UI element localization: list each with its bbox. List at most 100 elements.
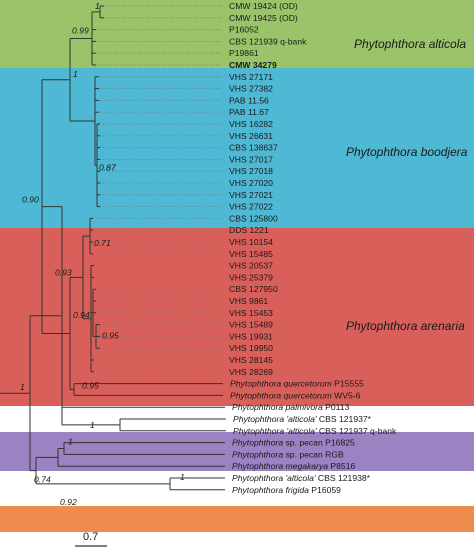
leaf-label-part: VHS 15489	[229, 320, 273, 330]
leaf-label: VHS 27020	[229, 178, 273, 188]
leaf-label: VHS 19931	[229, 331, 273, 341]
leaf-label-part: VHS 27382	[229, 84, 273, 94]
leaf-label: Phytophthora sp. pecan RGB	[232, 449, 344, 459]
leaf-label: VHS 15485	[229, 249, 273, 259]
leaf-label: VHS 16282	[229, 119, 273, 129]
leaf-label-part: CMW 19425 (OD)	[229, 13, 298, 23]
boodjera-band	[0, 68, 474, 228]
leaf-label: VHS 19950	[229, 343, 273, 353]
leaf-label: VHS 27021	[229, 190, 273, 200]
leaf-label-part: CMW 34279	[229, 60, 277, 70]
frigida-band	[0, 506, 474, 532]
leaf-label: CMW 19424 (OD)	[229, 1, 298, 11]
leaf-label-part: VHS 27022	[229, 202, 273, 212]
leaf-label: P16052	[229, 25, 259, 35]
leaf-label: Phytophthora 'alticola' CBS 121937*	[233, 414, 372, 424]
leaf-label-part: VHS 16282	[229, 119, 273, 129]
leaf-label: CBS 125800	[229, 213, 278, 223]
arenaria-band	[0, 228, 474, 406]
leaf-label: VHS 15489	[229, 320, 273, 330]
leaf-label-part: WV5-6	[332, 390, 361, 400]
leaf-label-part: VHS 27018	[229, 166, 273, 176]
leaf-label: Phytophthora megakarya P8516	[232, 461, 355, 471]
leaf-label-part: VHS 20537	[229, 261, 273, 271]
leaf-label: Phytophthora palmivora P0113	[232, 402, 350, 412]
leaf-label-part: CBS 121938*	[316, 473, 371, 483]
leaf-label-part: VHS 9861	[229, 296, 268, 306]
leaf-label-part: CBS 138637	[229, 143, 278, 153]
leaf-label-part: CBS 121937 q-bank	[317, 426, 397, 436]
leaf-label-part: VHS 19950	[229, 343, 273, 353]
leaf-label-part: P19861	[229, 48, 259, 58]
support-value: 0.93	[55, 267, 72, 277]
support-value: 1	[20, 382, 25, 392]
support-value: 0.94	[73, 310, 90, 320]
leaf-label-part: Phytophthora 'alticola'	[233, 426, 317, 436]
support-value: 0.87	[99, 162, 117, 172]
leaf-label-part: Phytophthora	[232, 438, 283, 448]
leaf-label-part: CBS 121937*	[317, 414, 372, 424]
leaf-label-part: Phytophthora quercetorum	[230, 379, 332, 389]
leaf-label: CBS 138637	[229, 143, 278, 153]
leaf-label-part: VHS 10154	[229, 237, 273, 247]
support-value: 1	[95, 1, 100, 11]
support-value: 1	[180, 472, 185, 482]
leaf-label: VHS 28269	[229, 367, 273, 377]
leaf-label: CBS 127950	[229, 284, 278, 294]
leaf-label-part: CBS 127950	[229, 284, 278, 294]
support-value: 0.95	[102, 330, 119, 340]
support-value: 0.92	[60, 497, 77, 507]
leaf-label: VHS 27018	[229, 166, 273, 176]
clade-label-alticola: Phytophthora alticola	[354, 37, 466, 51]
leaf-label-part: VHS 26631	[229, 131, 273, 141]
leaf-label: VHS 10154	[229, 237, 273, 247]
leaf-label: Phytophthora quercetorum P15555	[230, 379, 364, 389]
leaf-label-part: P16059	[309, 485, 341, 495]
leaf-label-part: P15555	[332, 379, 364, 389]
support-value: 0.95	[82, 381, 99, 391]
leaf-label: Phytophthora 'alticola' CBS 121937 q-ban…	[233, 426, 397, 436]
leaf-label-part: P16052	[229, 25, 259, 35]
leaf-label-part: sp. pecan RGB	[283, 449, 344, 459]
leaf-label: Phytophthora quercetorum WV5-6	[230, 390, 361, 400]
leaf-label-part: VHS 25379	[229, 272, 273, 282]
leaf-label-part: VHS 15453	[229, 308, 273, 318]
leaf-label-part: DDS 1221	[229, 225, 269, 235]
clade-label-arenaria: Phytophthora arenaria	[346, 319, 465, 333]
support-value: 0.71	[94, 238, 111, 248]
leaf-label-part: VHS 27020	[229, 178, 273, 188]
leaf-label-part: Phytophthora frigida	[232, 485, 309, 495]
leaf-label-part: P0113	[323, 402, 350, 412]
leaf-label-part: VHS 27171	[229, 72, 273, 82]
tree-branches	[0, 5, 226, 491]
leaf-label: P19861	[229, 48, 259, 58]
support-value: 0.99	[72, 25, 89, 35]
support-value: 1	[68, 437, 73, 447]
scale-bar-label: 0.7	[83, 531, 98, 543]
leaf-label-part: VHS 27021	[229, 190, 273, 200]
leaf-label-part: sp. pecan P16825	[283, 438, 355, 448]
leaf-label: CBS 121939 q-bank	[229, 36, 307, 46]
leaf-label-part: PAB 11.56	[229, 95, 269, 105]
leaf-label: VHS 25379	[229, 272, 273, 282]
leaf-label-part: CMW 19424 (OD)	[229, 1, 298, 11]
leaf-label: Phytophthora sp. pecan P16825	[232, 438, 355, 448]
leaf-label-part: VHS 15485	[229, 249, 273, 259]
leaf-label: Phytophthora frigida P16059	[232, 485, 341, 495]
leaf-label: VHS 15453	[229, 308, 273, 318]
leaf-label-part: CBS 121939 q-bank	[229, 36, 307, 46]
leaf-label: DDS 1221	[229, 225, 269, 235]
leaf-label: VHS 9861	[229, 296, 268, 306]
leaf-label: VHS 28145	[229, 355, 273, 365]
leaf-label: PAB 11.56	[229, 95, 269, 105]
leaf-label: VHS 27382	[229, 84, 273, 94]
leaf-label-part: VHS 28269	[229, 367, 273, 377]
leaf-label-part: Phytophthora megakarya	[232, 461, 328, 471]
leaf-label: CMW 19425 (OD)	[229, 13, 298, 23]
support-value: 1	[90, 420, 95, 430]
leaf-label-part: Phytophthora quercetorum	[230, 390, 332, 400]
palmivora-band	[0, 432, 474, 471]
alticola-band	[0, 0, 474, 68]
